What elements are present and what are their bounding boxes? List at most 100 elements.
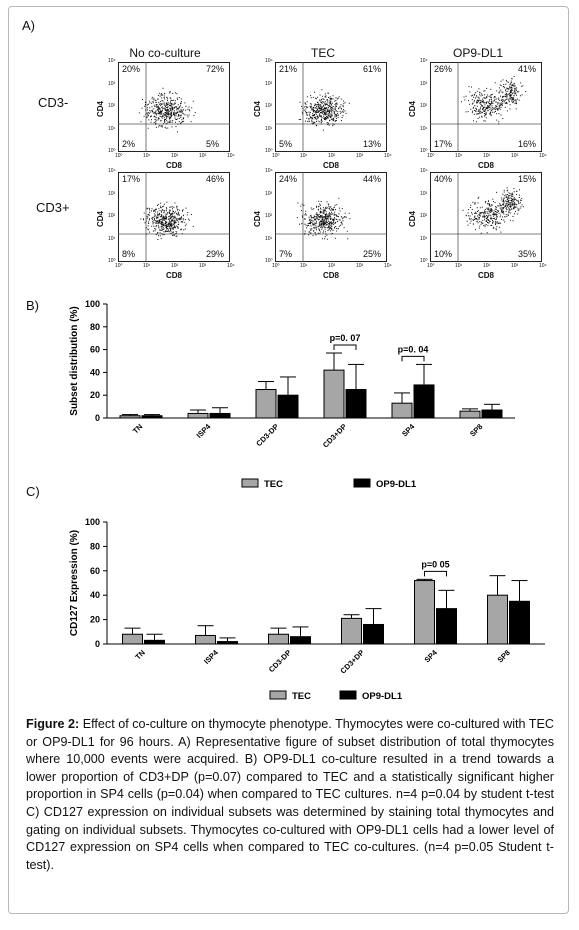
- significance-bracket: [333, 344, 357, 351]
- bar-op9-dl1-sp8: [481, 409, 503, 419]
- figure-frame: [8, 6, 569, 914]
- significance-bracket: [401, 355, 425, 362]
- significance-label: p=0. 04: [398, 344, 429, 354]
- y-tick-label: 0: [95, 413, 100, 423]
- y-tick-label: 10¹: [265, 235, 273, 242]
- quadrant-label-ur: 72%: [206, 64, 225, 74]
- y-tick-label: 10⁴: [108, 168, 116, 174]
- quadrant-label-ur: 46%: [206, 174, 225, 184]
- quadrant-label-ur: 41%: [518, 64, 537, 74]
- y-tick-label: 10³: [265, 80, 273, 87]
- y-tick-label: 10⁰: [265, 148, 273, 154]
- legend-label-op9-dl1: OP9-DL1: [376, 479, 417, 490]
- y-axis-label: CD4: [96, 100, 105, 117]
- y-tick-label: 10⁴: [265, 168, 273, 174]
- quadrant-label-ul: 40%: [434, 174, 453, 184]
- y-tick-label: 10¹: [265, 125, 273, 132]
- x-axis-label: CD8: [478, 161, 495, 170]
- x-tick-label: 10⁴: [384, 153, 392, 159]
- event-dots: [138, 87, 196, 133]
- y-tick-label: 40: [90, 367, 100, 377]
- quadrant-label-lr: 16%: [518, 139, 537, 149]
- dot-plot-svg: [430, 62, 542, 152]
- x-tick-label: 10³: [356, 153, 364, 159]
- x-tick-label: 10¹: [143, 263, 151, 269]
- y-tick-label: 10²: [420, 213, 428, 219]
- plot-frame: [118, 62, 230, 152]
- legend-label-tec: TEC: [264, 479, 283, 490]
- column-title-tec: TEC: [311, 46, 335, 60]
- bar-tec-sp4: [391, 402, 413, 419]
- y-tick-label: 100: [85, 299, 100, 309]
- dot-plot-svg: [430, 172, 542, 262]
- y-tick-label: 80: [90, 541, 100, 551]
- x-tick-label: 10⁰: [115, 263, 123, 269]
- quadrant-label-ul: 24%: [279, 174, 298, 184]
- bar-op9-dl1-cd3-dp: [290, 636, 311, 645]
- chart-subset-distribution: 0 20 40 60 80 100 Subset distribution (%) TN ISP…: [69, 299, 515, 490]
- y-tick-label: 80: [90, 322, 100, 332]
- x-tick-label: 10⁴: [227, 153, 235, 159]
- quadrant-label-ll: 7%: [279, 249, 293, 259]
- dot-plot-r0-c2: 26% 41% 17% 16%: [430, 62, 542, 152]
- y-tick-label: 10⁴: [420, 58, 428, 64]
- x-tick-label: 10⁴: [539, 153, 547, 159]
- y-tick-label: 10¹: [420, 125, 428, 132]
- x-tick-label: 10⁴: [539, 263, 547, 269]
- y-tick-label: 10²: [108, 213, 116, 219]
- category-label: CD3+DP: [338, 648, 365, 675]
- y-tick-label: 60: [90, 566, 100, 576]
- legend-swatch-op9-dl1: [353, 478, 371, 488]
- x-axis-label: CD8: [166, 161, 183, 170]
- column-title-op9dl1: OP9-DL1: [452, 46, 504, 60]
- category-label: TN: [133, 648, 146, 661]
- y-tick-label: 10³: [420, 80, 428, 87]
- x-tick-label: 10¹: [143, 153, 151, 159]
- bar-op9-dl1-isp4: [209, 412, 231, 419]
- y-tick-label: 10¹: [108, 235, 116, 242]
- quadrant-label-lr: 5%: [206, 139, 220, 149]
- y-tick-label: 10⁰: [108, 258, 116, 264]
- x-tick-label: 10¹: [455, 263, 463, 269]
- y-tick-label: 10³: [265, 190, 273, 197]
- bar-op9-dl1-tn: [141, 415, 163, 419]
- x-tick-label: 10³: [356, 263, 364, 269]
- plot-frame: [430, 172, 542, 262]
- significance-bracket: [424, 570, 447, 577]
- significance-label: p=0 05: [421, 559, 449, 569]
- quadrant-label-lr: 35%: [518, 249, 537, 259]
- x-tick-label: 10⁴: [384, 263, 392, 269]
- legend-label-op9-dl1: OP9-DL1: [362, 691, 403, 702]
- y-axis-label: CD4: [408, 210, 417, 227]
- legend-swatch-op9-dl1: [339, 690, 357, 700]
- legend-swatch-tec: [269, 690, 287, 700]
- y-tick-label: 10²: [108, 103, 116, 109]
- x-tick-label: 10³: [511, 153, 519, 159]
- y-tick-label: 10⁴: [108, 58, 116, 64]
- category-label: SP4: [400, 421, 417, 438]
- y-tick-label: 20: [90, 615, 100, 625]
- y-tick-label: 10²: [265, 213, 273, 219]
- bar-op9-dl1-isp4: [217, 641, 238, 645]
- bar-tec-tn: [122, 633, 143, 645]
- x-tick-label: 10²: [328, 153, 336, 159]
- quadrant-label-ul: 17%: [122, 174, 141, 184]
- y-tick-label: 10²: [265, 103, 273, 109]
- panel-a-letter: A): [22, 18, 35, 33]
- x-axis-label: CD8: [166, 271, 183, 280]
- bar-tec-sp8: [459, 410, 481, 419]
- event-dots: [140, 201, 194, 240]
- quadrant-label-ll: 10%: [434, 249, 453, 259]
- x-tick-label: 10²: [483, 263, 491, 269]
- legend-label-tec: TEC: [292, 691, 311, 702]
- dot-plot-r0-c1: 21% 61% 5% 13%: [275, 62, 387, 152]
- quadrant-label-ur: 44%: [363, 174, 382, 184]
- quadrant-label-lr: 13%: [363, 139, 382, 149]
- caption-label: Figure 2:: [26, 717, 80, 731]
- dot-plot-r1-c1: 24% 44% 7% 25%: [275, 172, 387, 262]
- quadrant-label-lr: 25%: [363, 249, 382, 259]
- bar-op9-dl1-sp8: [509, 600, 530, 645]
- dot-plot-svg: [118, 172, 230, 262]
- quadrant-label-ur: 61%: [363, 64, 382, 74]
- y-tick-label: 10³: [108, 190, 116, 197]
